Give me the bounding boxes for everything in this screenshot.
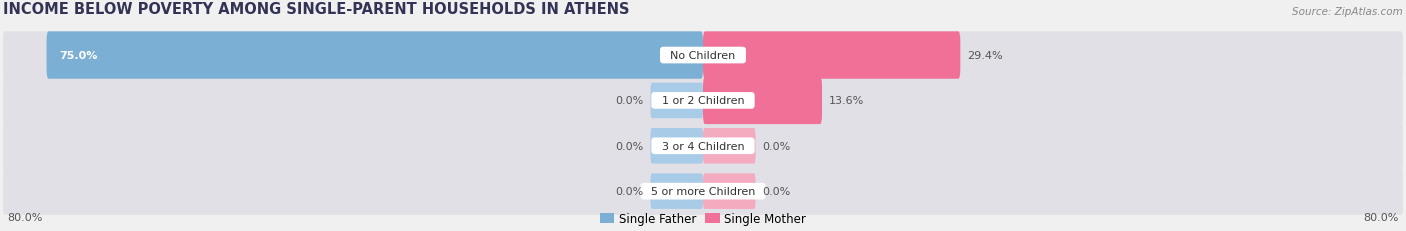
Text: 0.0%: 0.0% (762, 186, 790, 196)
FancyBboxPatch shape (3, 77, 1403, 125)
FancyBboxPatch shape (651, 174, 703, 209)
FancyBboxPatch shape (651, 83, 703, 119)
Text: INCOME BELOW POVERTY AMONG SINGLE-PARENT HOUSEHOLDS IN ATHENS: INCOME BELOW POVERTY AMONG SINGLE-PARENT… (3, 3, 630, 17)
Text: 80.0%: 80.0% (1364, 212, 1399, 222)
Text: 80.0%: 80.0% (7, 212, 42, 222)
Legend: Single Father, Single Mother: Single Father, Single Mother (595, 207, 811, 230)
FancyBboxPatch shape (703, 128, 755, 164)
Text: 5 or more Children: 5 or more Children (644, 186, 762, 196)
Text: Source: ZipAtlas.com: Source: ZipAtlas.com (1292, 7, 1403, 17)
Text: 0.0%: 0.0% (616, 96, 644, 106)
FancyBboxPatch shape (703, 77, 823, 125)
FancyBboxPatch shape (651, 128, 703, 164)
FancyBboxPatch shape (46, 32, 703, 79)
Text: 0.0%: 0.0% (616, 141, 644, 151)
Text: 0.0%: 0.0% (616, 186, 644, 196)
Text: 75.0%: 75.0% (59, 51, 98, 61)
FancyBboxPatch shape (703, 32, 960, 79)
FancyBboxPatch shape (3, 168, 1403, 215)
Text: 0.0%: 0.0% (762, 141, 790, 151)
FancyBboxPatch shape (3, 32, 1403, 79)
FancyBboxPatch shape (3, 123, 1403, 170)
Text: 29.4%: 29.4% (967, 51, 1002, 61)
Text: 1 or 2 Children: 1 or 2 Children (655, 96, 751, 106)
FancyBboxPatch shape (703, 174, 755, 209)
Text: 3 or 4 Children: 3 or 4 Children (655, 141, 751, 151)
Text: No Children: No Children (664, 51, 742, 61)
Text: 13.6%: 13.6% (830, 96, 865, 106)
